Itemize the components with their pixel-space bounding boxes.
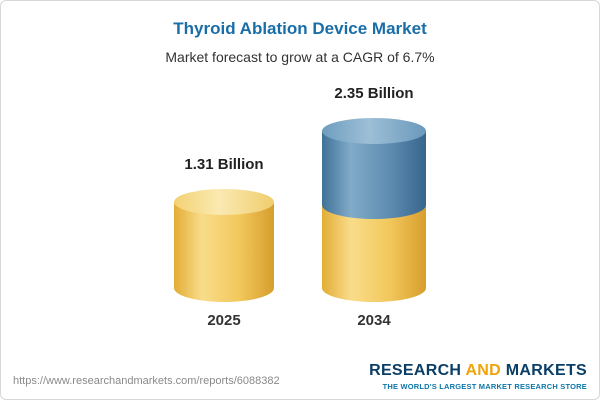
logo-tagline: THE WORLD'S LARGEST MARKET RESEARCH STOR… (382, 382, 587, 391)
logo-word-research: RESEARCH (369, 362, 462, 379)
report-url[interactable]: https://www.researchandmarkets.com/repor… (13, 375, 280, 387)
cylinder-top-cap-2034 (322, 118, 426, 144)
axis-label-2034: 2034 (357, 312, 391, 329)
logo-word-markets: MARKETS (505, 362, 587, 379)
chart-subtitle: Market forecast to grow at a CAGR of 6.7… (165, 49, 435, 65)
bar-segment-growth-2034 (322, 118, 426, 219)
logo-wordmark: RESEARCH AND MARKETS (369, 362, 587, 380)
chart-header: Thyroid Ablation Device Market Market fo… (1, 1, 599, 65)
chart-plot-area: 1.31 Billion 2025 2.35 Billion 2034 (1, 77, 599, 329)
cylinder-bar-2034 (322, 118, 426, 302)
bar-segment-base-2034 (322, 205, 426, 302)
logo-word-and: AND (465, 362, 502, 379)
bar-segment-base-2025 (174, 189, 274, 302)
cylinder-bar-2025 (174, 189, 274, 302)
cylinder-top-cap-2025 (174, 189, 274, 215)
value-label-2034: 2.35 Billion (334, 85, 414, 102)
bar-group-2034: 2.35 Billion 2034 (322, 85, 426, 329)
chart-title: Thyroid Ablation Device Market (173, 19, 427, 38)
axis-label-2025: 2025 (207, 312, 241, 329)
bar-group-2025: 1.31 Billion 2025 (174, 156, 274, 329)
value-label-2025: 1.31 Billion (184, 156, 264, 173)
research-and-markets-logo: RESEARCH AND MARKETS THE WORLD'S LARGEST… (369, 362, 587, 391)
